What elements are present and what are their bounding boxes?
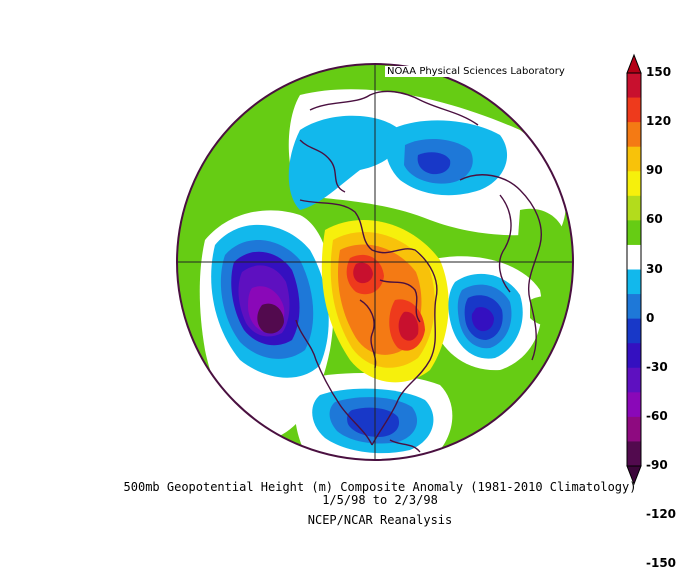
colorbar-swatch <box>627 318 641 344</box>
colorbar-swatch <box>627 146 641 172</box>
colorbar-swatch <box>627 244 641 270</box>
colorbar-max-arrow <box>626 53 642 74</box>
colorbar <box>626 53 642 486</box>
caption-title: 500mb Geopotential Height (m) Composite … <box>123 480 637 494</box>
map-border <box>176 63 574 461</box>
colorbar-tick-label: 120 <box>646 114 672 129</box>
colorbar-swatch <box>627 73 641 99</box>
colorbar-swatch <box>627 416 641 442</box>
anomaly-field <box>177 64 573 460</box>
colorbar-tick-label: 30 <box>646 261 663 276</box>
colorbar-swatch <box>627 220 641 246</box>
colorbar-tick-label: 90 <box>646 163 663 178</box>
colorbar-swatch <box>627 441 641 467</box>
colorbar-tick-label: 150 <box>646 65 672 79</box>
colorbar-swatch <box>627 122 641 148</box>
colorbar-swatch <box>627 171 641 197</box>
colorbar-tick-label: 0 <box>646 310 655 325</box>
colorbar-min-arrow <box>626 465 642 486</box>
caption-source: NCEP/NCAR Reanalysis <box>307 513 453 527</box>
colorbar-tick-label: -120 <box>646 507 677 522</box>
colorbar-tick-label: 60 <box>646 212 663 227</box>
colorbar-swatch <box>627 343 641 369</box>
colorbar-swatch <box>627 195 641 221</box>
credit-label: NOAA Physical Sciences Laboratory <box>385 66 567 77</box>
colorbar-swatch <box>627 269 641 295</box>
colorbar-swatch <box>627 367 641 393</box>
caption-dates: 1/5/98 to 2/3/98 <box>322 493 438 507</box>
anomaly-map <box>176 53 642 486</box>
colorbar-swatch <box>627 392 641 418</box>
colorbar-tick-label: -150 <box>646 556 677 570</box>
colorbar-swatch <box>627 97 641 123</box>
colorbar-tick-label: -60 <box>646 408 668 423</box>
colorbar-tick-label: -30 <box>646 359 668 374</box>
colorbar-tick-label: -90 <box>646 458 668 472</box>
colorbar-swatch <box>627 294 641 320</box>
